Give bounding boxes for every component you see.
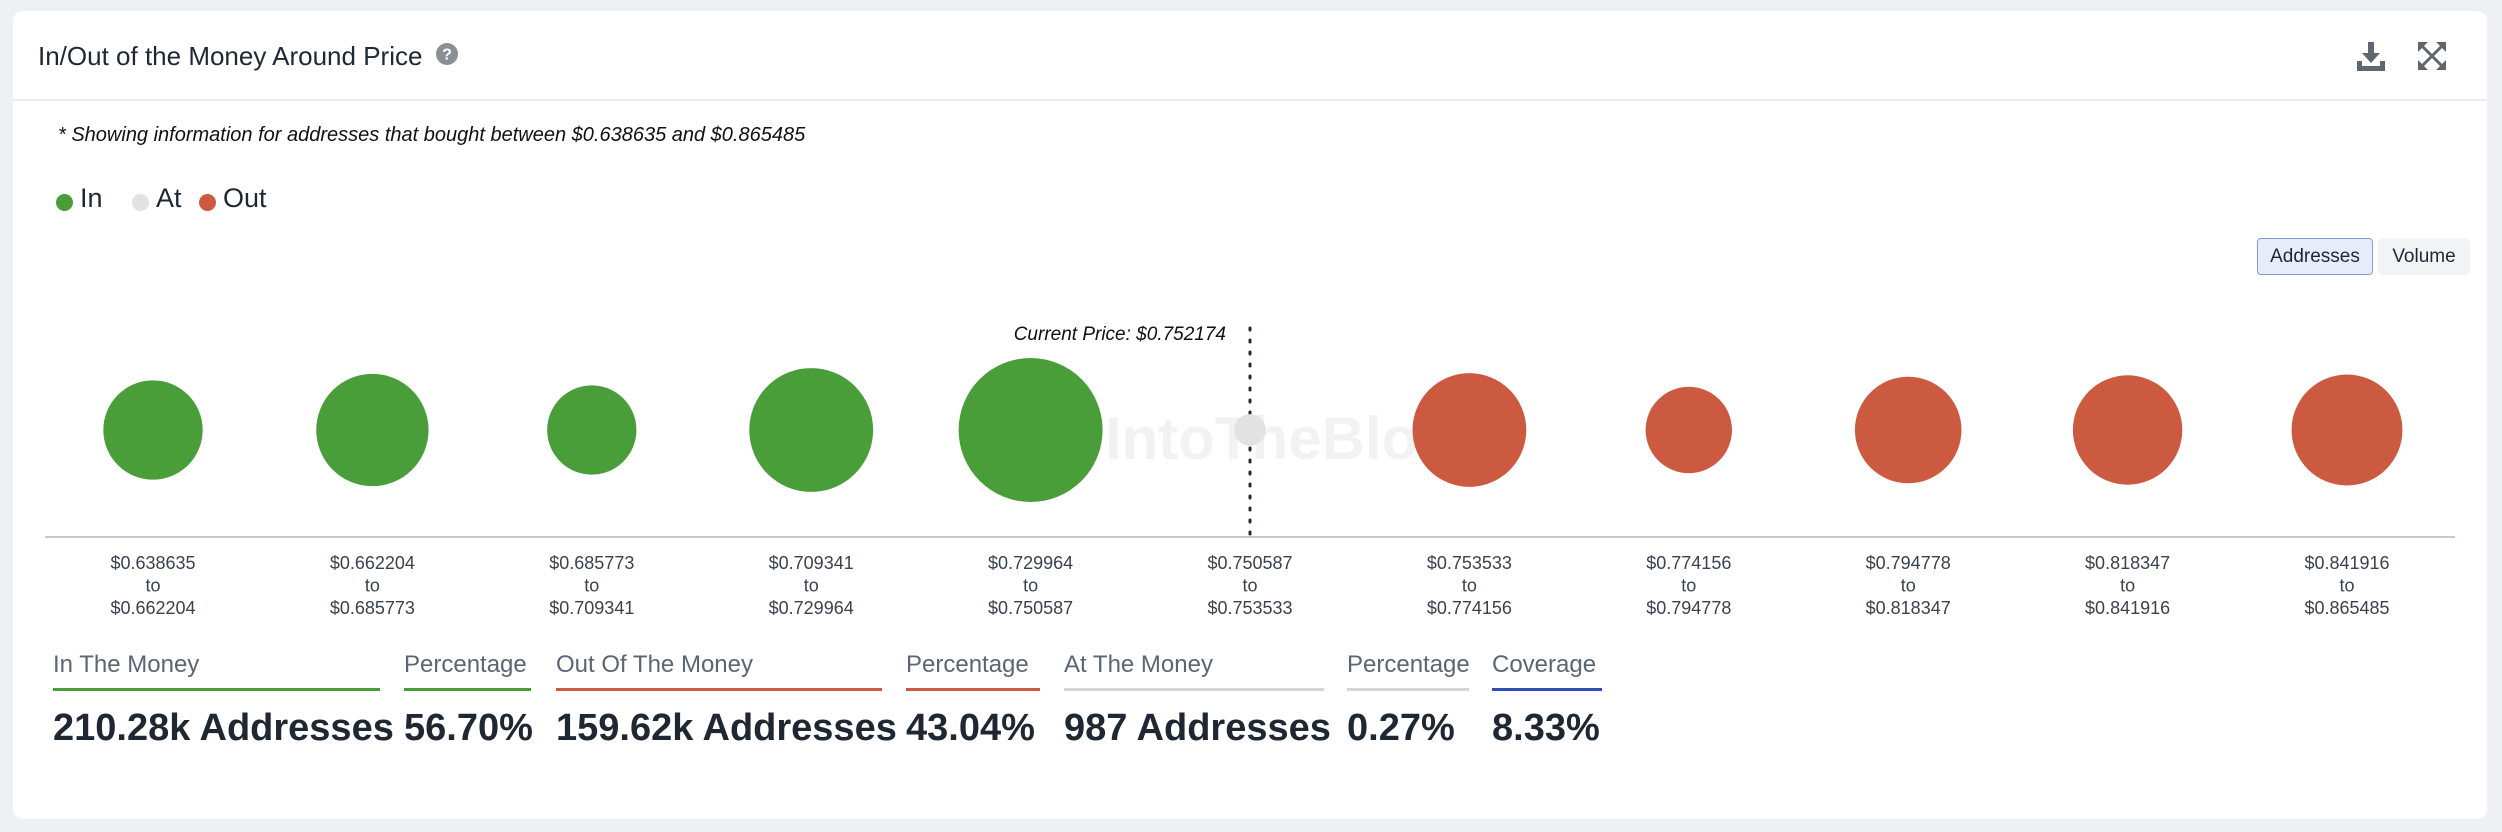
bucket-label-to: to xyxy=(804,576,819,596)
bubble-at[interactable] xyxy=(1234,414,1266,446)
stat-value: 159.62k Addresses xyxy=(556,707,897,749)
bucket-label-to-price: $0.794778 xyxy=(1646,598,1731,618)
legend-out-dot xyxy=(199,194,216,211)
stat-label: Percentage xyxy=(404,651,527,678)
bucket-label-to-price: $0.662204 xyxy=(110,598,195,618)
stat-label: Percentage xyxy=(1347,651,1470,678)
stat-label: Percentage xyxy=(906,651,1029,678)
stat-out-of-the-money: Out Of The Money 159.62k Addresses xyxy=(556,651,897,750)
legend-at-dot xyxy=(132,194,149,211)
current-price-label: Current Price: $0.752174 xyxy=(1014,324,1226,345)
stat-underline xyxy=(1064,688,1324,691)
stat-underline xyxy=(556,688,882,691)
bucket-label-from: $0.638635 xyxy=(110,553,195,573)
bucket-label-from: $0.709341 xyxy=(769,553,854,573)
stat-in-the-money: In The Money 210.28k Addresses xyxy=(53,651,394,750)
stat-at-percentage: Percentage 0.27% xyxy=(1347,651,1470,750)
bubble-out[interactable] xyxy=(1412,373,1527,487)
card-header: In/Out of the Money Around Price ? xyxy=(13,11,2487,101)
addresses-toggle-button[interactable]: Addresses xyxy=(2257,238,2373,275)
bucket-label-to: to xyxy=(365,576,380,596)
bubble-in[interactable] xyxy=(547,385,637,475)
bucket-label-to-price: $0.865485 xyxy=(2304,598,2389,618)
legend-at-label: At xyxy=(156,183,182,213)
bucket-label-from: $0.750587 xyxy=(1207,553,1292,573)
stat-value: 8.33% xyxy=(1492,707,1600,749)
expand-icon[interactable] xyxy=(2415,39,2449,73)
stat-at-the-money: At The Money 987 Addresses xyxy=(1064,651,1331,750)
volume-toggle-button[interactable]: Volume xyxy=(2378,238,2470,275)
bucket-label-to: to xyxy=(2339,576,2354,596)
bucket-label-to-price: $0.841916 xyxy=(2085,598,2170,618)
bubble-in[interactable] xyxy=(958,358,1103,502)
stat-underline xyxy=(1347,688,1469,691)
bubble-out[interactable] xyxy=(2291,374,2403,486)
stat-value: 56.70% xyxy=(404,707,533,749)
stat-label: Out Of The Money xyxy=(556,651,753,678)
bucket-label-from: $0.753533 xyxy=(1427,553,1512,573)
bucket-label-to-price: $0.709341 xyxy=(549,598,634,618)
bucket-label-from: $0.794778 xyxy=(1866,553,1951,573)
in-out-money-card: In/Out of the Money Around Price ? * Sho… xyxy=(13,11,2487,819)
bubble-out[interactable] xyxy=(1645,386,1733,474)
bubble-in[interactable] xyxy=(316,373,429,487)
bubble-out[interactable] xyxy=(1854,376,1962,484)
bucket-label-from: $0.841916 xyxy=(2304,553,2389,573)
stat-out-percentage: Percentage 43.04% xyxy=(906,651,1040,750)
bucket-label-from: $0.818347 xyxy=(2085,553,2170,573)
bucket-label-from: $0.685773 xyxy=(549,553,634,573)
bucket-label-from: $0.774156 xyxy=(1646,553,1731,573)
bucket-label-to: to xyxy=(1681,576,1696,596)
stat-label: In The Money xyxy=(53,651,200,678)
download-icon[interactable] xyxy=(2353,39,2389,73)
bucket-label-to: to xyxy=(145,576,160,596)
stat-label: Coverage xyxy=(1492,651,1597,678)
stat-label: At The Money xyxy=(1064,651,1213,678)
bucket-label-to-price: $0.685773 xyxy=(330,598,415,618)
bucket-label-from: $0.729964 xyxy=(988,553,1073,573)
question-circle-icon[interactable]: ? xyxy=(435,42,459,66)
stat-underline xyxy=(53,688,380,691)
bucket-label-to-price: $0.750587 xyxy=(988,598,1073,618)
bucket-label-from: $0.662204 xyxy=(330,553,415,573)
bucket-label-to-price: $0.729964 xyxy=(769,598,854,618)
stat-value: 987 Addresses xyxy=(1064,707,1331,749)
bucket-label-to-price: $0.818347 xyxy=(1866,598,1951,618)
range-note: * Showing information for addresses that… xyxy=(58,124,806,146)
bucket-label-to: to xyxy=(2120,576,2135,596)
bucket-label-to: to xyxy=(584,576,599,596)
stat-value: 210.28k Addresses xyxy=(53,707,394,749)
bucket-label-to: to xyxy=(1462,576,1477,596)
bucket-label-to: to xyxy=(1242,576,1257,596)
bubble-out[interactable] xyxy=(2072,375,2183,485)
bucket-label-to-price: $0.753533 xyxy=(1207,598,1292,618)
stat-value: 43.04% xyxy=(906,707,1035,749)
card-title: In/Out of the Money Around Price xyxy=(38,41,423,71)
bucket-label-to: to xyxy=(1023,576,1038,596)
stat-value: 0.27% xyxy=(1347,707,1455,749)
svg-text:?: ? xyxy=(442,47,452,64)
legend-in-label: In xyxy=(80,183,103,213)
stat-coverage: Coverage 8.33% xyxy=(1492,651,1602,750)
bucket-label-to-price: $0.774156 xyxy=(1427,598,1512,618)
stat-underline xyxy=(404,688,531,691)
bubble-in[interactable] xyxy=(103,380,203,480)
stat-underline xyxy=(1492,688,1602,691)
bucket-label-to: to xyxy=(1901,576,1916,596)
stat-underline xyxy=(906,688,1040,691)
legend-out-label: Out xyxy=(223,183,267,213)
legend-in-dot xyxy=(56,194,73,211)
stat-in-percentage: Percentage 56.70% xyxy=(404,651,533,750)
bubble-in[interactable] xyxy=(749,368,874,492)
